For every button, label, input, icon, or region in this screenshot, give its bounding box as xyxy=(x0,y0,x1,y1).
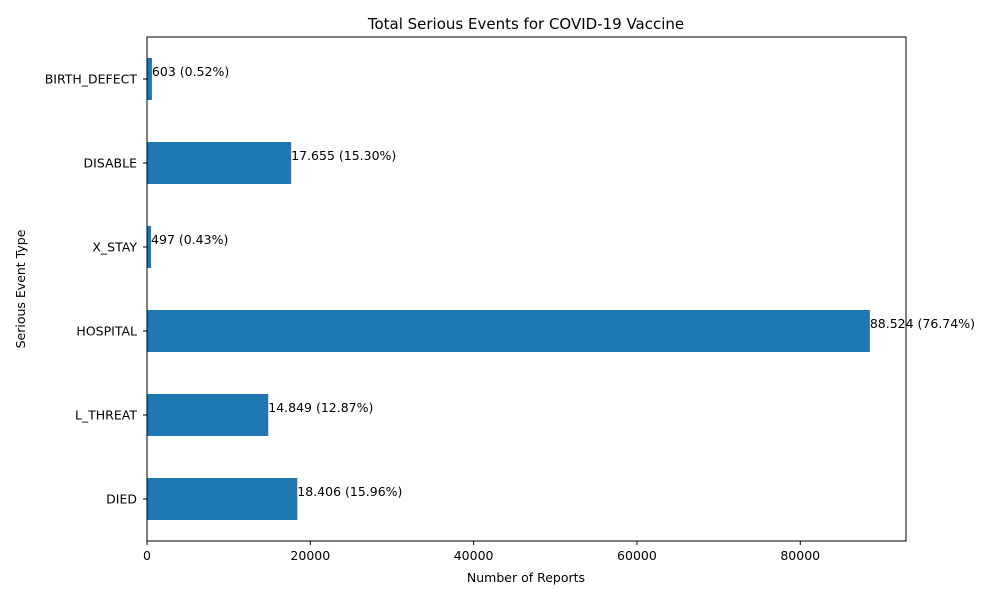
data-label: 18.406 (15.96%) xyxy=(297,484,402,499)
y-tick-label: X_STAY xyxy=(92,240,137,255)
y-tick-label: DIED xyxy=(106,492,137,507)
bar-hospital xyxy=(147,310,870,352)
x-axis-label: Number of Reports xyxy=(467,570,585,585)
y-axis-label: Serious Event Type xyxy=(13,229,28,348)
bar-l-threat xyxy=(147,394,269,436)
bar-birth-defect xyxy=(147,58,152,100)
x-tick-label: 60000 xyxy=(617,548,657,563)
y-tick-label: BIRTH_DEFECT xyxy=(45,72,138,87)
y-tick-label: HOSPITAL xyxy=(76,324,137,339)
x-tick-label: 40000 xyxy=(454,548,494,563)
ticks-layer: DIED L_THREAT HOSPITAL X_STAY DISABLE BIRTH_D… xyxy=(45,72,820,564)
bar-x-stay xyxy=(147,226,152,268)
bar-died xyxy=(147,478,298,520)
data-label: 17.655 (15.30%) xyxy=(291,148,396,163)
bars-layer: 18.406 (15.96%) 14.849 (12.87%) 88.524 (76… xyxy=(147,58,975,520)
plot-frame xyxy=(146,36,907,542)
data-label: 497 (0.43%) xyxy=(151,232,228,247)
data-label: 603 (0.52%) xyxy=(152,64,229,79)
x-tick-label: 0 xyxy=(143,548,151,563)
data-label: 88.524 (76.74%) xyxy=(870,316,975,331)
data-label: 14.849 (12.87%) xyxy=(268,400,373,415)
x-tick-label: 80000 xyxy=(780,548,820,563)
x-tick-label: 20000 xyxy=(290,548,330,563)
chart-title: Total Serious Events for COVID-19 Vaccin… xyxy=(367,15,684,33)
y-tick-label: L_THREAT xyxy=(75,408,137,423)
y-tick-label: DISABLE xyxy=(84,156,138,171)
bar-disable xyxy=(147,142,292,184)
